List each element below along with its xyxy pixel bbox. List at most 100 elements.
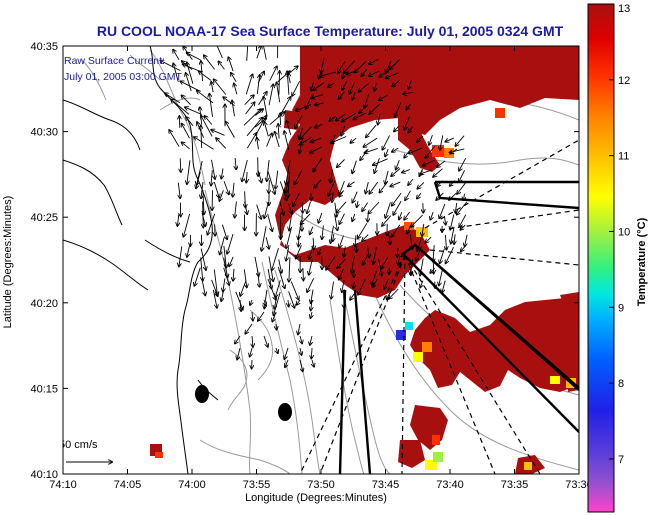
site-marker-1 xyxy=(195,385,209,403)
current-vector xyxy=(203,190,204,214)
current-vector xyxy=(354,270,355,277)
current-vector xyxy=(209,94,213,117)
current-vector xyxy=(342,279,344,292)
current-vector xyxy=(332,191,333,202)
current-vector xyxy=(368,214,369,222)
current-vector xyxy=(409,147,423,153)
current-vector xyxy=(311,311,313,318)
current-vector xyxy=(182,95,191,106)
x-axis-label: Longitude (Degrees:Minutes) xyxy=(245,492,387,504)
current-vector xyxy=(265,237,269,249)
current-vector xyxy=(255,116,266,137)
current-vector xyxy=(465,234,468,247)
current-vector xyxy=(373,158,388,165)
current-vector xyxy=(349,82,355,94)
current-vector xyxy=(214,79,227,95)
current-vector xyxy=(385,202,391,218)
current-vector xyxy=(250,299,252,305)
current-vector xyxy=(410,234,412,249)
current-vector xyxy=(404,211,410,220)
current-vector xyxy=(344,291,345,308)
current-vector xyxy=(310,226,314,235)
current-vector xyxy=(216,46,223,59)
current-vector xyxy=(182,142,190,150)
x-tick-label: 74:05 xyxy=(114,479,142,491)
current-vector xyxy=(310,146,322,153)
current-vector xyxy=(359,83,369,92)
current-vector xyxy=(340,180,345,194)
current-vector xyxy=(187,53,201,61)
current-vector xyxy=(228,57,234,72)
current-vector xyxy=(275,280,281,297)
current-vector xyxy=(299,136,313,145)
colorbar-tick-label: 10 xyxy=(618,226,630,238)
y-tick-label: 40:10 xyxy=(30,469,58,481)
current-vector xyxy=(408,126,413,133)
current-vector xyxy=(245,74,252,95)
current-vector xyxy=(246,171,247,183)
y-tick-label: 40:30 xyxy=(30,127,58,139)
current-vector xyxy=(342,112,357,122)
current-vector xyxy=(361,69,368,76)
current-vector xyxy=(353,281,354,289)
current-vector xyxy=(178,182,180,199)
current-vector xyxy=(286,226,293,248)
current-vector xyxy=(272,311,277,322)
current-vector xyxy=(461,245,467,252)
current-vector xyxy=(450,214,455,230)
current-vector xyxy=(337,159,345,168)
current-vector xyxy=(240,280,247,296)
y-axis: 40:10 40:15 40:20 40:25 40:30 40:35 xyxy=(30,41,579,481)
current-vector xyxy=(211,170,212,185)
current-vector xyxy=(420,169,432,174)
current-vector xyxy=(369,58,379,64)
current-vector xyxy=(240,299,241,311)
current-vector xyxy=(312,359,314,367)
current-vector xyxy=(302,202,303,213)
current-vector xyxy=(303,268,304,280)
current-vector xyxy=(263,97,268,117)
current-vector xyxy=(201,182,203,198)
current-vector xyxy=(408,80,412,89)
current-vector xyxy=(223,257,228,278)
current-vector xyxy=(339,235,344,248)
current-vector xyxy=(382,135,391,149)
current-vector xyxy=(391,168,401,177)
current-vector xyxy=(402,169,410,173)
current-vector xyxy=(348,181,355,187)
colorbar-tick-label: 7 xyxy=(618,454,624,466)
current-vector xyxy=(328,82,335,87)
current-vector xyxy=(367,245,369,257)
x-tick-label: 74:00 xyxy=(178,479,206,491)
current-vector xyxy=(396,160,400,169)
current-vector xyxy=(298,323,300,334)
current-vector xyxy=(300,347,302,355)
current-vector xyxy=(196,171,201,188)
current-vector xyxy=(284,347,289,359)
current-vector xyxy=(417,182,425,188)
current-vector xyxy=(289,257,290,282)
current-vector xyxy=(315,103,324,105)
current-vector xyxy=(233,268,234,281)
current-vector xyxy=(268,84,273,106)
current-vector xyxy=(350,291,357,300)
current-vector xyxy=(358,223,368,238)
current-vector xyxy=(234,84,238,95)
current-vector xyxy=(246,133,256,149)
current-vector xyxy=(266,134,272,147)
current-vector xyxy=(331,281,334,299)
current-vector xyxy=(352,213,355,221)
current-vector xyxy=(417,192,422,199)
current-vector xyxy=(420,258,424,275)
current-vector xyxy=(411,266,412,275)
current-vector xyxy=(439,268,444,286)
current-vector xyxy=(223,180,229,194)
current-vector xyxy=(342,81,347,90)
current-vector xyxy=(311,289,313,303)
current-vector xyxy=(173,63,179,83)
current-vector xyxy=(278,124,279,139)
current-vector xyxy=(267,213,273,231)
y-axis-label: Latitude (Degrees:Minutes) xyxy=(2,196,14,329)
radial-dashed-lines xyxy=(299,139,579,474)
scale-label: 50 cm/s xyxy=(59,439,98,451)
